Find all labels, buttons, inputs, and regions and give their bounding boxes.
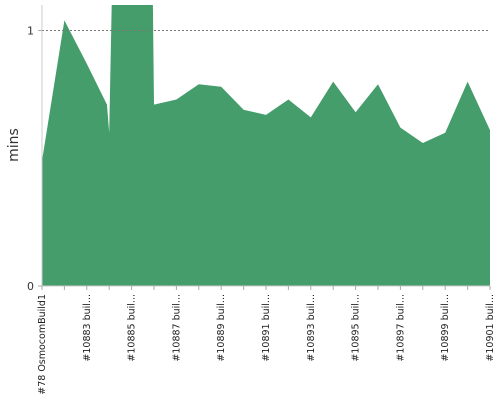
series-area	[42, 5, 490, 286]
y-tick-label: 0	[27, 280, 34, 293]
y-tick-label: 1	[27, 25, 34, 38]
x-tick-label: #10889 buil...	[216, 294, 227, 362]
plot-area	[42, 5, 490, 286]
x-tick-label: #10897 buil...	[395, 294, 406, 362]
x-tick-label: #10893 buil...	[306, 294, 317, 362]
y-axis-title: mins	[6, 128, 22, 162]
x-tick-label: #10891 buil...	[261, 294, 272, 362]
x-tick-label: #10883 buil...	[82, 294, 93, 362]
x-tick-label: #10901 buil...	[485, 294, 496, 362]
x-tick-label: #10899 buil...	[440, 294, 451, 362]
x-tick-label: #10885 buil...	[127, 294, 138, 362]
x-tick-label: #10895 buil...	[351, 294, 362, 362]
axes: 0 1 #78 OsmocomBuild1 #10883 buil... #10885 …	[27, 5, 496, 395]
x-tick-label: #10887 buil...	[171, 294, 182, 362]
x-tick-label: #78 OsmocomBuild1	[37, 294, 48, 395]
